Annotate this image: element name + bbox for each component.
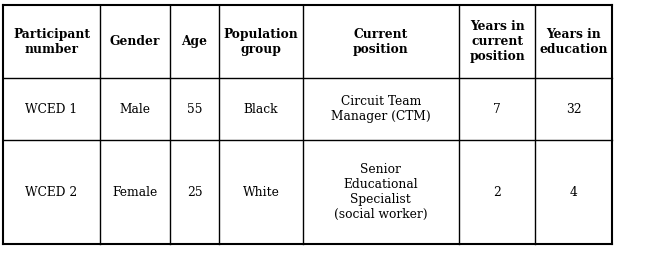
Text: Black: Black — [244, 103, 278, 116]
Text: Population
group: Population group — [223, 28, 299, 56]
Text: WCED 1: WCED 1 — [25, 103, 78, 116]
Text: Male: Male — [119, 103, 150, 116]
Text: 2: 2 — [493, 186, 501, 199]
Text: White: White — [243, 186, 279, 199]
Text: 55: 55 — [187, 103, 202, 116]
Text: 25: 25 — [187, 186, 202, 199]
Text: Female: Female — [112, 186, 158, 199]
Text: 4: 4 — [570, 186, 577, 199]
Text: 7: 7 — [493, 103, 501, 116]
Text: Gender: Gender — [110, 35, 160, 48]
Text: Circuit Team
Manager (CTM): Circuit Team Manager (CTM) — [331, 95, 431, 123]
Text: Years in
education: Years in education — [539, 28, 608, 56]
Text: Participant
number: Participant number — [13, 28, 90, 56]
Text: WCED 2: WCED 2 — [25, 186, 78, 199]
Text: Current
position: Current position — [353, 28, 408, 56]
Text: Years in
current
position: Years in current position — [469, 20, 525, 63]
Text: Age: Age — [182, 35, 207, 48]
Text: 32: 32 — [566, 103, 581, 116]
Text: Senior
Educational
Specialist
(social worker): Senior Educational Specialist (social wo… — [334, 163, 428, 221]
